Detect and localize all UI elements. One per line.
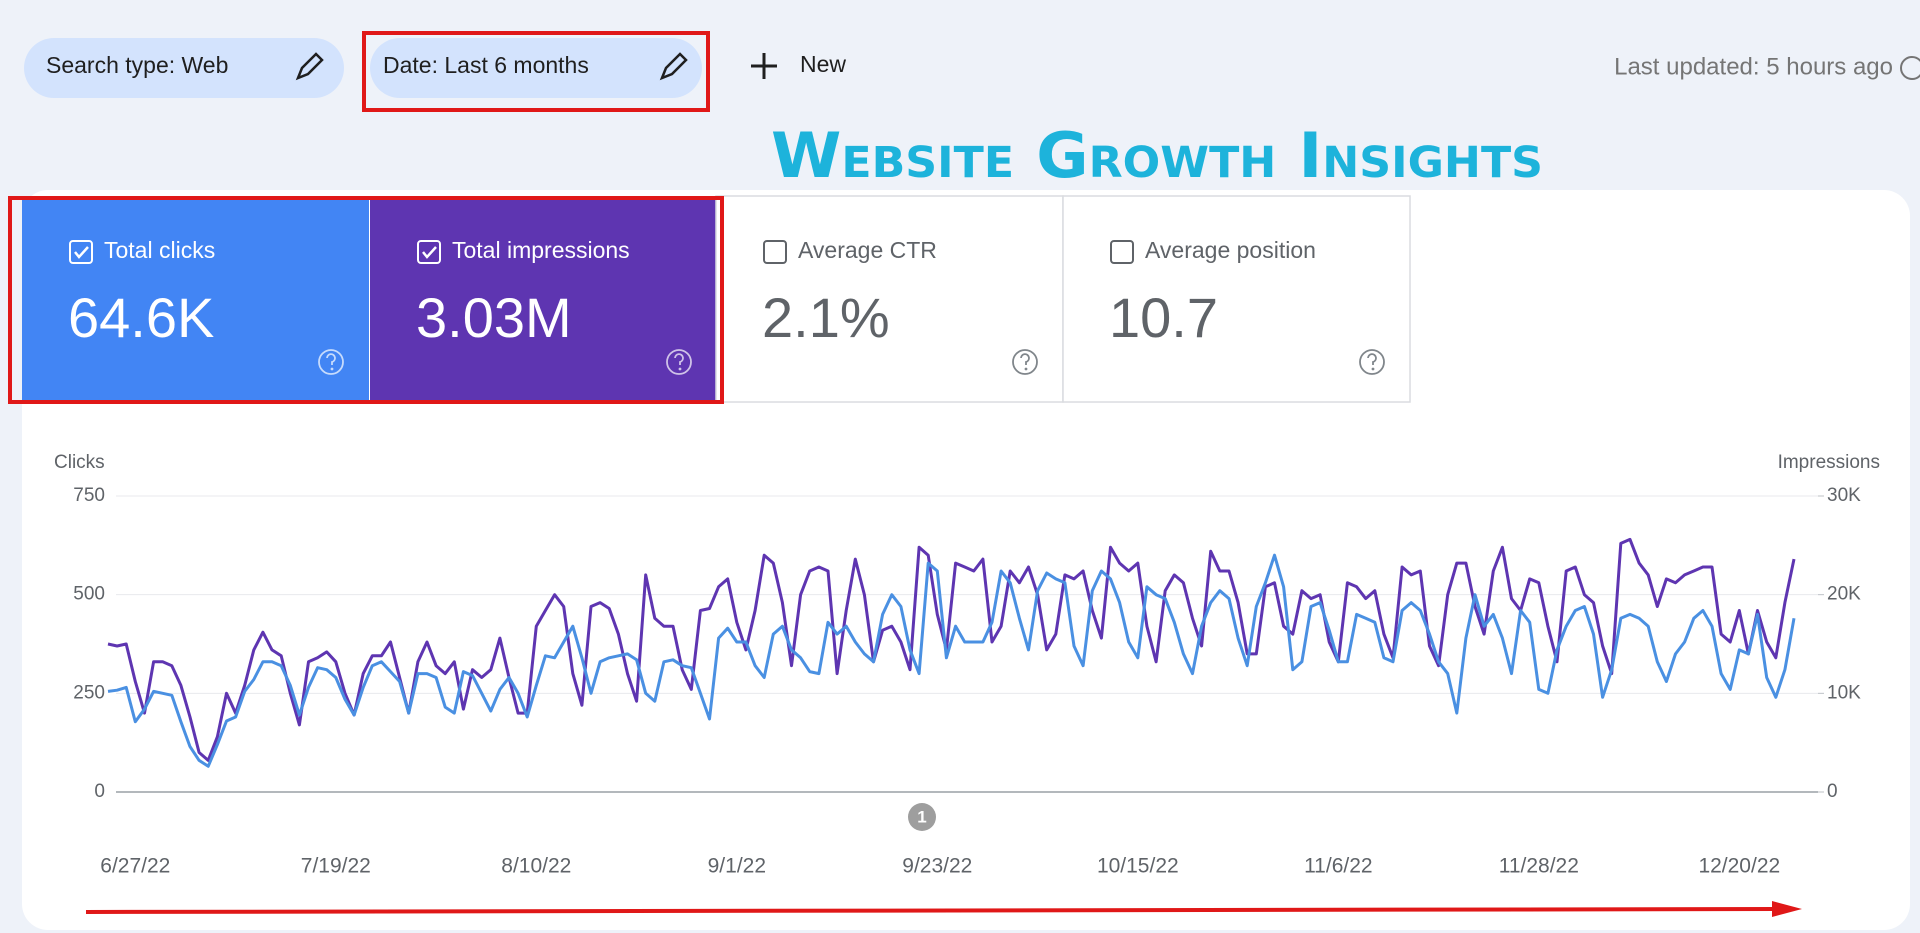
x-tick-label: 8/10/22	[501, 855, 571, 878]
metric-value: 64.6K	[68, 286, 214, 349]
y2-tick-label: 0	[1827, 781, 1838, 802]
chip-label: Search type: Web	[46, 52, 228, 78]
edit-icon	[295, 52, 324, 81]
x-tick-label: 6/27/22	[100, 855, 170, 878]
edit-icon	[659, 52, 688, 81]
help-dot	[330, 367, 334, 371]
metric-value: 2.1%	[762, 286, 890, 349]
metric-tile[interactable]	[22, 196, 369, 402]
metric-tiles: Total clicks 64.6K Total impressions 3.03M A…	[22, 195, 1411, 403]
help-dot	[678, 367, 682, 371]
checkbox[interactable]	[417, 240, 441, 264]
highlight-box	[8, 196, 724, 404]
checkbox[interactable]	[1110, 240, 1134, 264]
series-line	[107, 537, 1796, 762]
y2-tick-label: 10K	[1827, 682, 1861, 703]
help-glyph	[1367, 353, 1377, 365]
y2-axis-label: Impressions	[1778, 452, 1880, 473]
checkbox[interactable]	[69, 240, 93, 264]
trend-arrow-head	[1772, 901, 1802, 917]
chart: 0 250 500 750 0 10K 20K 30K Clicks Impressions 6/2…	[54, 452, 1880, 878]
annotation-marker[interactable]	[908, 803, 936, 831]
y2-tick-label: 20K	[1827, 584, 1861, 605]
x-tick-label: 12/20/22	[1698, 855, 1780, 878]
trend-arrow	[85, 907, 1776, 914]
highlight-box	[362, 31, 710, 112]
help-icon[interactable]	[318, 349, 344, 375]
x-tick-label: 9/1/22	[708, 855, 766, 878]
help-icon[interactable]	[1359, 349, 1385, 375]
x-tick-label: 11/28/22	[1499, 855, 1579, 878]
checkbox[interactable]	[763, 240, 787, 264]
y-tick-label: 0	[94, 781, 105, 802]
help-glyph	[1020, 353, 1030, 365]
annotation-label: 1	[917, 807, 926, 826]
x-tick-label: 7/19/22	[301, 855, 371, 878]
last-updated: Last updated: 5 hours ago	[1614, 53, 1893, 80]
metric-label: Total clicks	[104, 237, 215, 263]
title: Website Growth Insights	[771, 119, 1543, 192]
metric-label: Average CTR	[798, 237, 937, 263]
y-tick-label: 750	[73, 485, 105, 506]
series-line	[107, 553, 1796, 768]
x-tick-label: 9/23/22	[902, 855, 972, 878]
help-glyph	[326, 353, 336, 365]
metric-tile[interactable]	[1062, 195, 1411, 403]
x-tick-label: 11/6/22	[1304, 855, 1373, 878]
search-type-chip[interactable]	[24, 38, 344, 98]
help-dot	[1371, 367, 1375, 371]
help-dot	[1024, 367, 1028, 371]
y2-tick-label: 30K	[1827, 485, 1861, 506]
metric-value: 10.7	[1109, 286, 1218, 349]
metric-label: Total impressions	[452, 237, 630, 263]
metric-tile[interactable]	[370, 196, 717, 402]
metric-value: 3.03M	[416, 286, 572, 349]
y-tick-label: 250	[73, 682, 105, 703]
help-icon[interactable]	[666, 349, 692, 375]
x-tick-label: 10/15/22	[1097, 855, 1179, 878]
y-axis-label: Clicks	[54, 452, 105, 473]
checkmark	[74, 246, 89, 259]
help-icon[interactable]	[1012, 349, 1038, 375]
metric-tile[interactable]	[715, 195, 1064, 403]
date-chip[interactable]	[370, 38, 702, 98]
checkmark	[422, 246, 437, 259]
new-filter[interactable]: New	[800, 51, 846, 77]
plus-icon[interactable]	[751, 53, 777, 79]
help-glyph	[674, 353, 684, 365]
y-tick-label: 500	[73, 584, 105, 605]
help-icon[interactable]	[1900, 56, 1920, 80]
metric-label: Average position	[1145, 237, 1316, 263]
chip-label: Date: Last 6 months	[383, 52, 589, 78]
